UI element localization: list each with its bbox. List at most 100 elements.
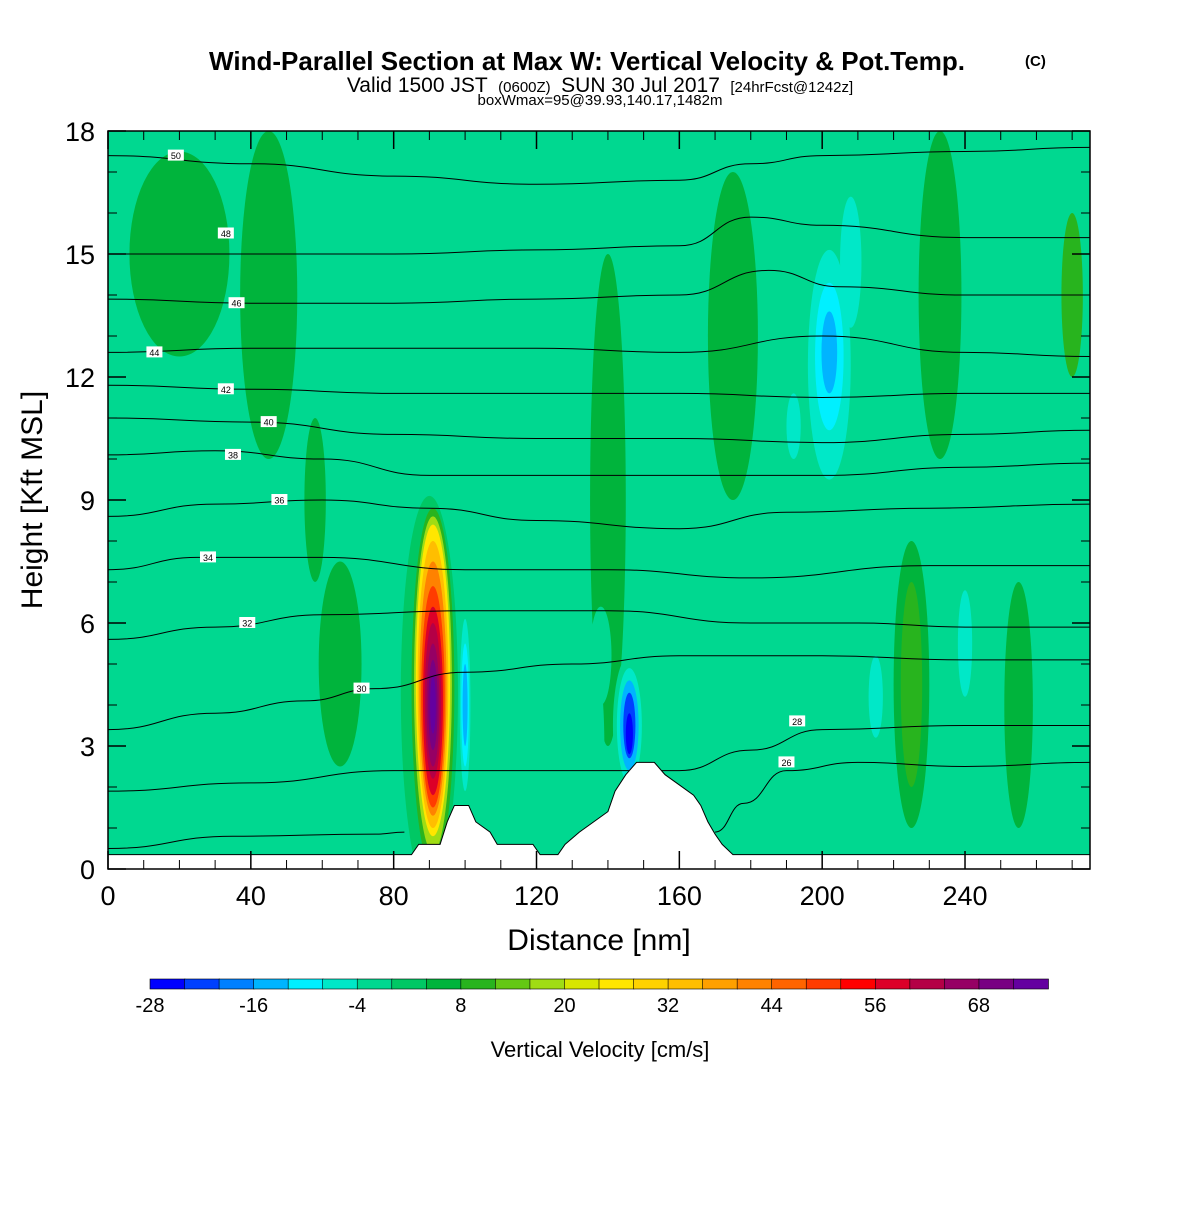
y-axis-title: Height [Kft MSL]: [16, 391, 49, 609]
colorbar-swatch-17: [736, 978, 773, 990]
colorbar-label-56: 56: [864, 995, 886, 1017]
velocity-cell-17: [786, 393, 801, 460]
colorbar-label--4: -4: [348, 995, 366, 1017]
x-tick-label-0: 0: [100, 881, 115, 911]
colorbar-title: Vertical Velocity [cm/s]: [491, 1037, 710, 1062]
theta-label-30-3: 30: [357, 684, 367, 694]
colorbar-swatch-25: [1013, 978, 1049, 990]
colorbar-swatch-12: [564, 978, 600, 990]
x-tick-label-240: 240: [942, 881, 987, 911]
theta-label-box-1: [778, 756, 795, 768]
colorbar-swatch-14: [633, 978, 669, 990]
chart-subtitle-2: boxWmax=95@39.93,140.17,1482m: [478, 92, 723, 109]
theta-label-36-6: 36: [274, 496, 284, 506]
theta-contour-34-5: [108, 556, 1090, 579]
subtitle-utc: (0600Z): [498, 79, 551, 96]
x-axis-title: Distance [nm]: [507, 924, 690, 957]
theta-label-box-11: [228, 297, 245, 309]
theta-contour-48-12: [108, 216, 1090, 255]
velocity-cell-1: [240, 131, 298, 459]
theta-contour-26-0: [108, 831, 405, 849]
y-tick-label-15: 15: [65, 240, 95, 270]
chart-subtitle: Valid 1500 JST (0600Z) SUN 30 Jul 2017 […: [347, 74, 853, 97]
colorbar-swatch-9: [460, 978, 497, 990]
theta-contour-50-13: [108, 146, 1090, 185]
theta-contour-30-3: [108, 655, 1090, 731]
colorbar-swatch-1: [184, 978, 220, 990]
theta-label-box-7: [224, 448, 241, 460]
velocity-cell-29: [462, 664, 468, 746]
theta-label-42-9: 42: [221, 385, 231, 395]
colorbar-swatch-16: [702, 978, 738, 990]
y-tick-label-18: 18: [65, 117, 95, 147]
colorbar-swatch-0: [149, 978, 186, 990]
theta-label-50-13: 50: [171, 151, 181, 161]
colorbar-swatch-4: [287, 978, 324, 990]
colorbar-swatch-11: [529, 978, 566, 990]
theta-label-32-4: 32: [242, 619, 252, 629]
theta-contour-44-10: [108, 335, 1090, 357]
chart-title: Wind-Parallel Section at Max W: Vertical…: [209, 46, 965, 76]
velocity-cell-4: [918, 131, 962, 459]
plot-area: 26 28 30 32 34 36 38 40 42 44 46 48 50: [108, 131, 1090, 869]
velocity-cell-18: [957, 590, 973, 697]
colorbar-swatch-24: [978, 978, 1015, 990]
colorbar-swatch-2: [218, 978, 255, 990]
updraft-core-mark: [431, 691, 434, 694]
velocity-cell-7: [318, 561, 362, 767]
theta-label-34-5: 34: [203, 553, 213, 563]
colorbar: -28 -16 -4 8 20 32 44 56 68: [136, 978, 1049, 1017]
y-tick-label-6: 6: [80, 609, 95, 639]
velocity-cell-46: [430, 676, 436, 734]
theta-contour-32-4: [108, 610, 1090, 640]
theta-label-box-5: [199, 551, 216, 563]
velocity-cell-25: [590, 606, 612, 705]
x-tick-label-40: 40: [236, 881, 266, 911]
theta-contours: 26 28 30 32 34 36 38 40 42 44 46 48 50: [108, 146, 1090, 849]
theta-label-box-3: [353, 682, 370, 694]
theta-label-box-8: [260, 416, 277, 428]
velocity-cell-9: [900, 582, 923, 787]
velocity-cell-20: [325, 778, 355, 845]
colorbar-label-8: 8: [455, 995, 466, 1017]
theta-label-box-2: [789, 715, 806, 727]
theta-label-44-10: 44: [149, 348, 159, 358]
colorbar-label-68: 68: [968, 995, 990, 1017]
colorbar-swatch-15: [667, 978, 704, 990]
colorbar-swatch-3: [253, 978, 289, 990]
subtitle-prefix: Valid 1500 JST: [347, 74, 488, 97]
downdraft-east-mark: [628, 724, 631, 727]
theta-label-40-8: 40: [264, 418, 274, 428]
theta-label-box-13: [167, 149, 184, 161]
y-tick-label-0: 0: [80, 855, 95, 885]
x-tick-label-200: 200: [800, 881, 845, 911]
velocity-cell-34: [625, 713, 633, 755]
colorbar-label-20: 20: [553, 995, 575, 1017]
velocity-cell-3: [707, 172, 758, 500]
colorbar-swatch-23: [944, 978, 980, 990]
theta-contour-46-11: [108, 269, 1090, 304]
colorbar-swatch-8: [426, 978, 462, 990]
velocity-cell-10: [1004, 582, 1033, 828]
colorbar-swatch-6: [356, 978, 393, 990]
downdraft-upper-mark: [828, 355, 831, 358]
colorbar-swatch-18: [771, 978, 808, 990]
theta-label-48-12: 48: [221, 229, 231, 239]
colorbar-label--16: -16: [239, 995, 268, 1017]
theta-contour-42-9: [108, 384, 1090, 399]
vertical-velocity-field: [129, 131, 1083, 869]
colorbar-swatch-21: [875, 978, 911, 990]
theta-contour-38-7: [108, 450, 1090, 476]
colorbar-swatch-13: [598, 978, 635, 990]
y-tick-label-3: 3: [80, 732, 95, 762]
theta-label-46-11: 46: [232, 299, 242, 309]
x-tick-label-80: 80: [379, 881, 409, 911]
velocity-cell-24: [590, 672, 605, 820]
theta-contour-28-2: [108, 724, 1090, 792]
theta-label-box-9: [217, 383, 234, 395]
velocity-cell-15: [821, 311, 838, 394]
theta-label-box-10: [146, 346, 163, 358]
